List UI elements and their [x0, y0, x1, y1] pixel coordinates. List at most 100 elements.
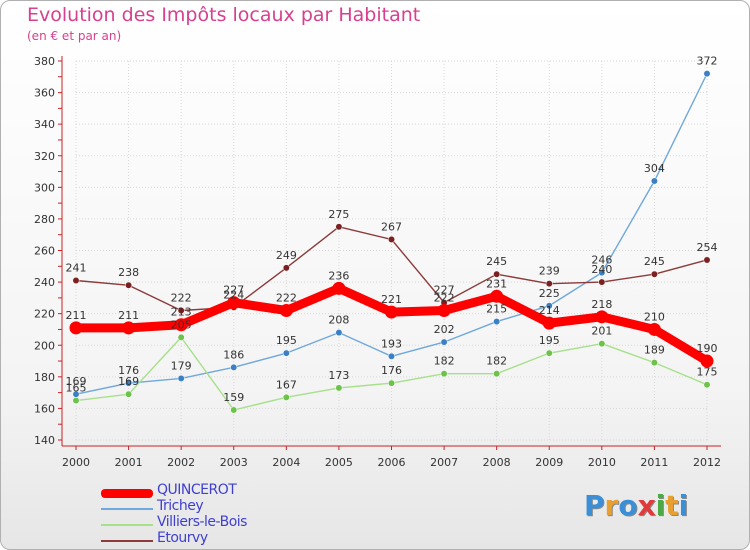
data-label: 239: [539, 265, 560, 278]
data-label: 193: [381, 337, 402, 350]
x-tick-label: 2003: [220, 456, 248, 469]
data-label: 246: [591, 254, 612, 267]
data-point: [230, 406, 238, 414]
data-label: 214: [539, 304, 560, 317]
y-tick-label: 240: [34, 276, 55, 289]
data-point: [703, 70, 711, 78]
data-point: [388, 235, 395, 243]
legend-label: Etourvy: [157, 530, 208, 546]
data-label: 202: [434, 323, 455, 336]
data-point: [647, 322, 661, 336]
x-tick-label: 2012: [693, 456, 721, 469]
data-label: 173: [328, 369, 349, 382]
data-label: 222: [434, 292, 455, 305]
data-point: [279, 304, 293, 318]
data-label: 222: [276, 292, 297, 305]
data-point: [282, 349, 290, 357]
data-point: [598, 278, 606, 286]
data-point: [388, 379, 395, 387]
data-point: [335, 223, 343, 231]
data-point: [69, 321, 83, 335]
data-point: [177, 307, 185, 314]
data-label: 222: [171, 292, 192, 305]
data-label: 165: [66, 382, 87, 395]
data-label: 210: [644, 310, 665, 323]
data-point: [493, 370, 501, 378]
data-label: 182: [486, 355, 507, 368]
x-tick-label: 2006: [378, 456, 406, 469]
data-point: [598, 340, 606, 348]
y-tick-label: 280: [34, 213, 55, 226]
data-label: 249: [276, 249, 297, 262]
data-point: [125, 379, 133, 387]
y-tick-label: 180: [34, 371, 55, 384]
data-point: [650, 177, 658, 185]
data-label: 167: [276, 378, 297, 391]
data-label: 195: [276, 334, 297, 347]
y-tick-label: 200: [34, 339, 55, 352]
data-point: [490, 289, 504, 303]
x-tick-label: 2011: [640, 456, 668, 469]
data-point: [332, 281, 346, 295]
data-point: [598, 269, 606, 277]
data-point: [493, 318, 501, 326]
data-label: 275: [328, 208, 349, 221]
data-point: [227, 296, 241, 310]
data-label: 238: [118, 266, 139, 279]
data-point: [282, 264, 290, 272]
proxiti-logo: Proxiti: [584, 489, 689, 522]
data-label: 221: [381, 293, 402, 306]
data-label: 225: [539, 287, 560, 300]
y-tick-label: 300: [34, 181, 55, 194]
data-label: 182: [434, 355, 455, 368]
legend-swatch: [101, 540, 153, 542]
x-tick-label: 2000: [62, 456, 90, 469]
data-label: 201: [591, 325, 612, 338]
data-point: [437, 304, 451, 318]
x-tick-label: 2002: [167, 456, 195, 469]
x-tick-label: 2010: [588, 456, 616, 469]
data-point: [388, 352, 395, 360]
data-point: [545, 302, 553, 310]
data-point: [440, 370, 448, 378]
data-point: [650, 359, 658, 367]
data-label: 372: [697, 55, 718, 68]
data-label: 245: [644, 255, 665, 268]
data-label: 205: [171, 318, 192, 331]
data-label: 190: [697, 342, 718, 355]
data-point: [122, 321, 136, 335]
data-label: 215: [486, 303, 507, 316]
data-label: 211: [66, 309, 87, 322]
data-label: 213: [171, 306, 192, 319]
data-point: [72, 397, 80, 404]
data-label: 267: [381, 220, 402, 233]
data-point: [703, 256, 711, 264]
data-point: [335, 384, 343, 392]
data-label: 176: [381, 364, 402, 377]
data-label: 189: [644, 344, 665, 357]
data-point: [335, 329, 343, 337]
y-tick-label: 320: [34, 150, 55, 163]
data-point: [125, 390, 133, 398]
legend-label: Villiers-le-Bois: [157, 514, 247, 530]
data-label: 169: [118, 375, 139, 388]
x-tick-label: 2001: [115, 456, 143, 469]
data-point: [125, 281, 133, 289]
data-point: [174, 318, 188, 332]
data-label: 159: [223, 391, 244, 404]
data-label: 227: [434, 284, 455, 297]
data-label: 240: [591, 263, 612, 276]
y-tick-label: 140: [34, 434, 55, 447]
y-tick-label: 340: [34, 118, 55, 131]
x-tick-label: 2005: [325, 456, 353, 469]
data-point: [177, 374, 185, 382]
data-point: [72, 277, 80, 284]
legend-label: Trichey: [157, 498, 204, 514]
data-label: 186: [223, 348, 244, 361]
data-label: 224: [223, 288, 244, 301]
legend-swatch: [101, 508, 153, 510]
data-label: 245: [486, 255, 507, 268]
legend-swatch: [101, 524, 153, 526]
